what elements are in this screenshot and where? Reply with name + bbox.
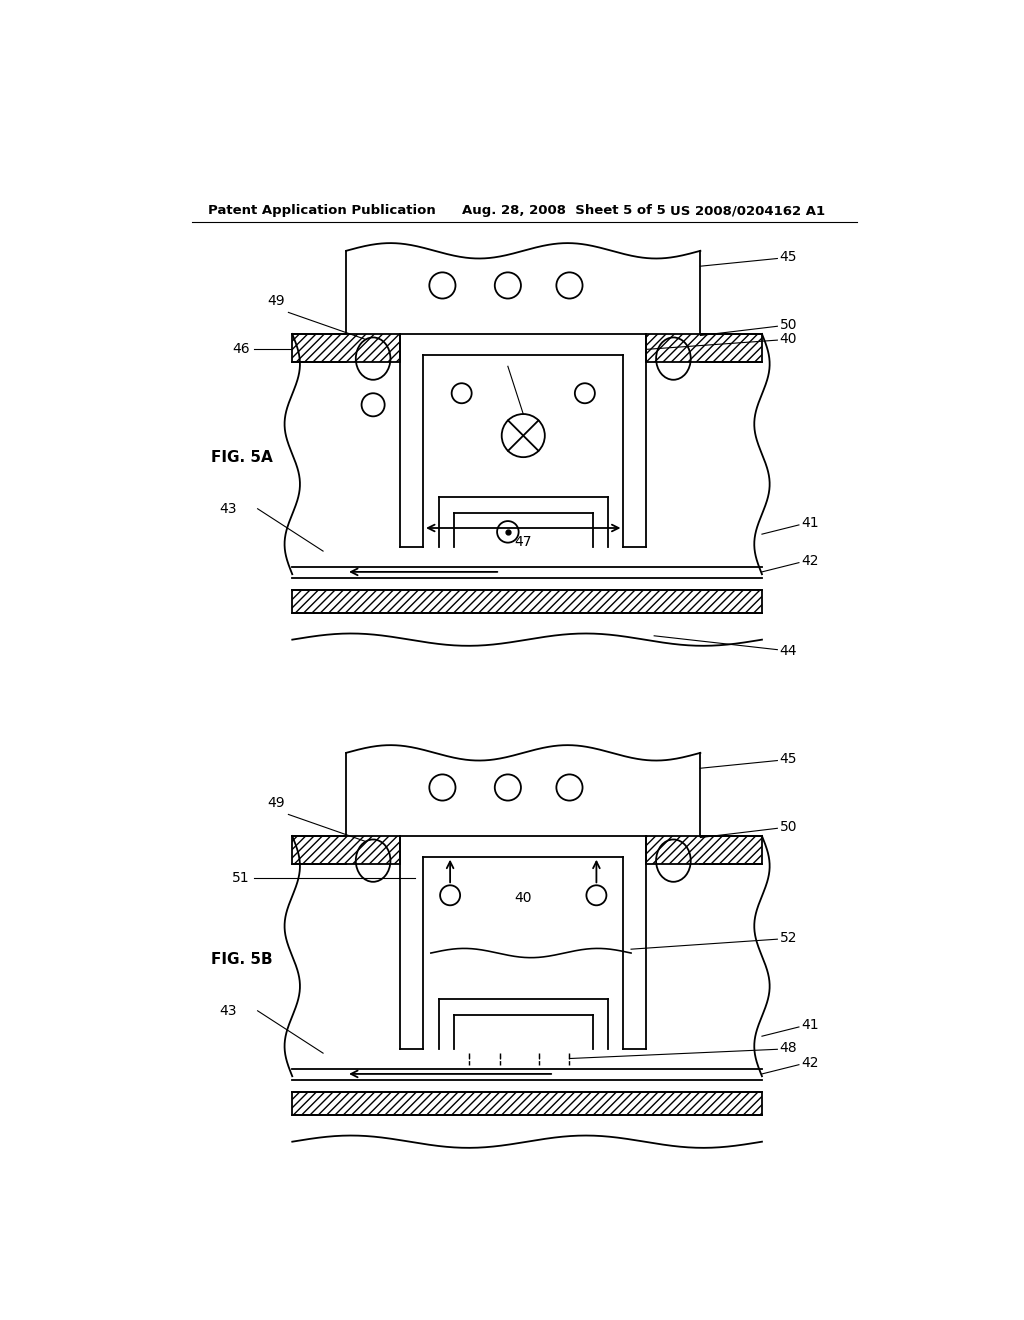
Text: 47: 47	[514, 535, 532, 549]
Text: FIG. 5A: FIG. 5A	[211, 450, 273, 465]
Bar	[292, 334, 400, 363]
Text: 45: 45	[779, 752, 797, 766]
Text: 50: 50	[779, 318, 797, 331]
Bar	[292, 836, 400, 865]
Text: US 2008/0204162 A1: US 2008/0204162 A1	[670, 205, 824, 218]
Text: 44: 44	[779, 644, 797, 659]
Text: 48: 48	[779, 1040, 798, 1055]
Text: 43: 43	[219, 1003, 237, 1018]
Text: 40: 40	[779, 331, 797, 346]
Bar	[646, 334, 762, 363]
Text: 43: 43	[219, 502, 237, 516]
Text: 49: 49	[267, 294, 285, 308]
Text: 50: 50	[779, 820, 797, 834]
Text: 42: 42	[801, 554, 819, 568]
Text: Aug. 28, 2008  Sheet 5 of 5: Aug. 28, 2008 Sheet 5 of 5	[462, 205, 666, 218]
Text: 52: 52	[779, 931, 797, 945]
Bar	[646, 836, 762, 865]
Text: 51: 51	[232, 871, 250, 886]
Bar	[292, 1092, 762, 1114]
Text: 49: 49	[267, 796, 285, 810]
Text: FIG. 5B: FIG. 5B	[211, 952, 273, 966]
Text: 45: 45	[779, 249, 797, 264]
Text: 41: 41	[801, 516, 819, 531]
Bar	[292, 590, 762, 612]
Text: 42: 42	[801, 1056, 819, 1071]
Text: 46: 46	[232, 342, 250, 356]
Text: 40: 40	[514, 891, 532, 904]
Text: 41: 41	[801, 1019, 819, 1032]
Text: Patent Application Publication: Patent Application Publication	[208, 205, 435, 218]
